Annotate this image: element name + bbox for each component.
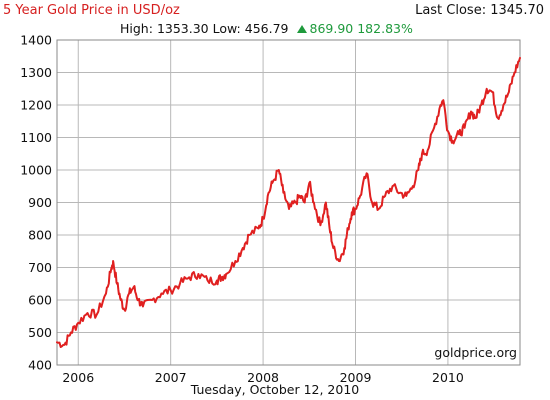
low-value: 456.79 <box>244 21 289 36</box>
y-axis-ticks: 400 500 600 700 800 900 1000 1100 1200 1300 1400 <box>20 33 52 373</box>
y-tick-label: 400 <box>28 358 52 373</box>
high-label: High: <box>120 21 153 36</box>
x-tick-label: 2007 <box>155 370 187 385</box>
chart-title: 5 Year Gold Price in USD/oz <box>3 3 180 18</box>
y-tick-label: 500 <box>28 325 52 340</box>
last-close-value: 1345.70 <box>490 3 544 18</box>
change-percent: 182.83% <box>357 21 413 36</box>
x-tick-label: 2008 <box>247 370 279 385</box>
y-tick-label: 1300 <box>20 65 52 80</box>
x-tick-label: 2009 <box>340 370 372 385</box>
chart-grid <box>57 40 520 365</box>
last-close: Last Close: 1345.70 <box>415 3 544 18</box>
x-axis-ticks: 2006 2007 2008 2009 2010 <box>62 370 464 385</box>
y-tick-label: 1100 <box>20 130 52 145</box>
low-label: Low: <box>212 21 241 36</box>
x-tick-label: 2010 <box>432 370 464 385</box>
y-tick-label: 1400 <box>20 33 52 48</box>
y-tick-label: 900 <box>28 195 52 210</box>
y-tick-label: 800 <box>28 228 52 243</box>
y-tick-label: 700 <box>28 260 52 275</box>
price-series-line <box>56 56 521 348</box>
y-tick-label: 600 <box>28 293 52 308</box>
last-close-label: Last Close: <box>415 3 487 18</box>
change-value: 869.90 <box>309 21 354 36</box>
price-stats: High: 1353.30 Low: 456.79 869.90 182.83% <box>120 21 413 36</box>
high-value: 1353.30 <box>156 21 209 36</box>
x-tick-label: 2006 <box>62 370 94 385</box>
y-tick-label: 1000 <box>20 163 52 178</box>
y-tick-label: 1200 <box>20 98 52 113</box>
date-label: Tuesday, October 12, 2010 <box>190 382 360 397</box>
watermark-text: goldprice.org <box>434 345 517 360</box>
plot-frame <box>56 39 521 366</box>
up-triangle-icon <box>296 25 307 33</box>
